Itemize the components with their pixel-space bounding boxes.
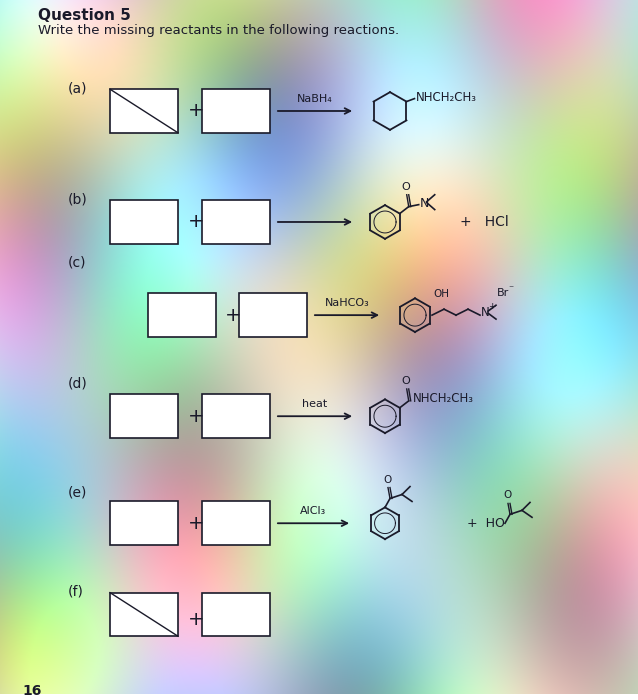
Text: (f): (f) — [68, 584, 84, 598]
Text: Br: Br — [497, 288, 509, 298]
Text: NaBH₄: NaBH₄ — [297, 94, 333, 104]
Text: ⁻: ⁻ — [508, 284, 513, 295]
Text: (e): (e) — [68, 486, 87, 500]
Text: O: O — [401, 376, 410, 386]
Bar — [202, 593, 270, 636]
Text: (d): (d) — [68, 377, 88, 391]
Text: AlCl₃: AlCl₃ — [300, 506, 327, 517]
Bar — [110, 501, 178, 545]
Text: (c): (c) — [68, 256, 87, 270]
Text: NHCH₂CH₃: NHCH₂CH₃ — [415, 91, 477, 104]
Text: +: + — [188, 213, 205, 232]
Bar — [110, 89, 178, 133]
Bar — [202, 501, 270, 545]
Text: N: N — [481, 306, 490, 318]
Text: heat: heat — [302, 399, 328, 409]
Text: NaHCO₃: NaHCO₃ — [325, 298, 369, 308]
Text: Write the missing reactants in the following reactions.: Write the missing reactants in the follo… — [38, 24, 399, 37]
Text: +: + — [188, 514, 205, 533]
Bar — [110, 593, 178, 636]
Bar — [202, 200, 270, 244]
Bar — [110, 200, 178, 244]
Text: N: N — [420, 197, 429, 210]
Text: +: + — [188, 102, 205, 120]
Text: O: O — [383, 475, 391, 484]
Bar — [202, 89, 270, 133]
Text: (b): (b) — [68, 193, 88, 206]
Bar — [148, 293, 216, 337]
Bar — [202, 394, 270, 438]
Text: 16: 16 — [22, 684, 41, 698]
Bar — [110, 394, 178, 438]
Text: +: + — [225, 306, 242, 325]
Text: NHCH₂CH₃: NHCH₂CH₃ — [413, 393, 474, 405]
Bar — [239, 293, 307, 337]
Text: Question 5: Question 5 — [38, 8, 131, 23]
Text: O: O — [503, 491, 511, 500]
Text: +   HCl: + HCl — [460, 215, 508, 229]
Text: (a): (a) — [68, 81, 87, 95]
Text: +: + — [188, 610, 205, 629]
Text: +  HO: + HO — [467, 517, 505, 530]
Text: OH: OH — [433, 289, 449, 300]
Text: O: O — [401, 182, 410, 192]
Text: +: + — [188, 407, 205, 426]
Text: +: + — [488, 302, 496, 311]
